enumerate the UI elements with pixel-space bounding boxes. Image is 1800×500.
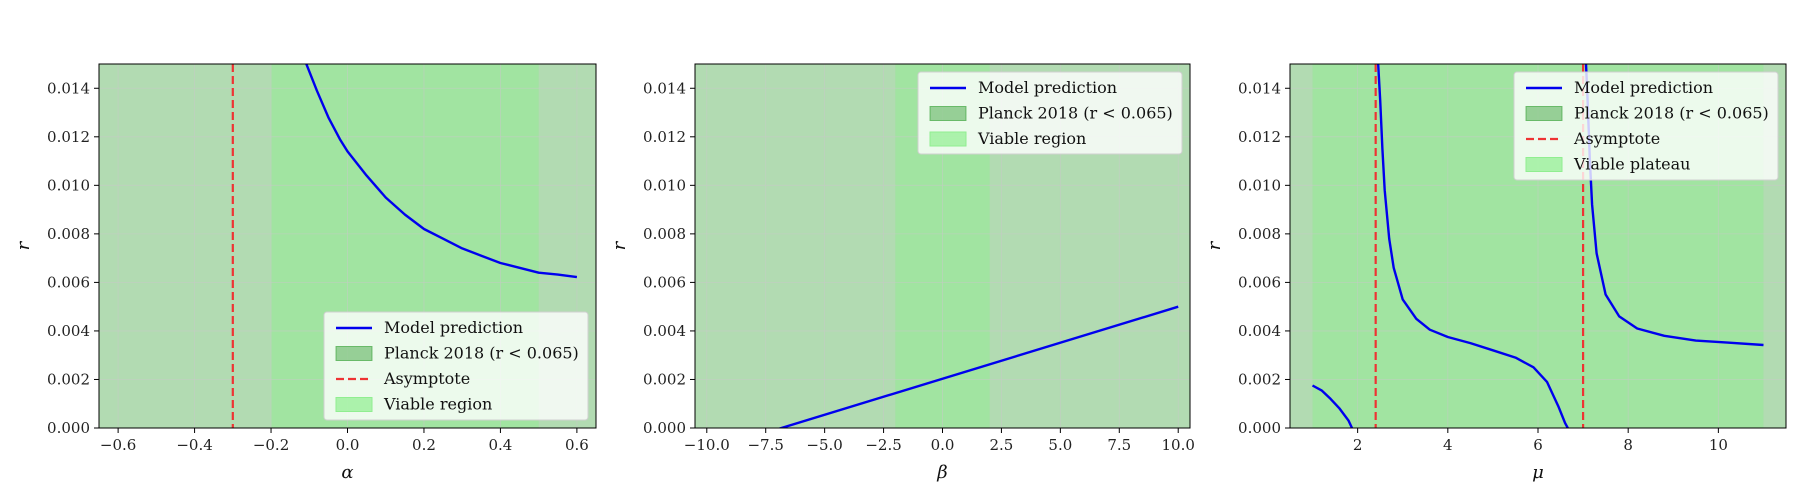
y-tick-label: 0.000 xyxy=(47,419,90,437)
y-tick-label: 0.010 xyxy=(643,176,686,194)
x-tick-label: 10.0 xyxy=(1162,436,1195,454)
legend-planck-swatch xyxy=(1525,106,1563,121)
legend-viable-swatch xyxy=(929,131,967,147)
plot-area xyxy=(99,64,596,428)
y-tick-label: 0.010 xyxy=(47,176,90,194)
y-tick-label: 0.004 xyxy=(47,322,90,340)
x-tick-label: 0.2 xyxy=(412,436,436,454)
y-tick-label: 0.014 xyxy=(47,79,90,97)
y-tick-label: 0.008 xyxy=(47,225,90,243)
legend: Model prediction Planck 2018 (r < 0.065) V… xyxy=(917,71,1183,155)
legend: Model prediction Planck 2018 (r < 0.065) A… xyxy=(323,311,589,421)
x-axis-label: α xyxy=(341,462,353,483)
x-tick-label: 0.6 xyxy=(565,436,589,454)
x-tick-label: −10.0 xyxy=(684,436,730,454)
x-tick-label: −0.6 xyxy=(100,436,136,454)
x-axis-label: μ xyxy=(1532,462,1544,483)
legend-box xyxy=(323,311,589,421)
legend-label: Asymptote xyxy=(1573,129,1660,148)
model-prediction-line xyxy=(305,64,578,279)
x-tick-label: 0.0 xyxy=(931,436,955,454)
legend-planck-swatch xyxy=(929,106,967,121)
y-tick-label: 0.000 xyxy=(1238,419,1281,437)
y-axis-label: r xyxy=(609,240,630,250)
legend-box xyxy=(1513,71,1779,181)
x-tick-label: 7.5 xyxy=(1107,436,1131,454)
x-tick-label: −2.5 xyxy=(865,436,901,454)
y-tick-label: 0.014 xyxy=(1238,79,1281,97)
y-tick-label: 0.008 xyxy=(643,225,686,243)
x-tick-label: −0.4 xyxy=(176,436,212,454)
legend: Model prediction Planck 2018 (r < 0.065) A… xyxy=(1513,71,1779,181)
y-tick-label: 0.012 xyxy=(643,128,686,146)
legend-label: Viable plateau xyxy=(1573,155,1690,174)
panel-2: −10.0 −7.5 −5.0 −2.5 0.0 2.5 5.0 7.5 10.0 0.000 0.… xyxy=(609,63,1195,483)
legend-label: Asymptote xyxy=(383,369,470,388)
x-tick-label: 8 xyxy=(1623,436,1633,454)
y-tick-label: 0.014 xyxy=(643,79,686,97)
y-tick-label: 0.004 xyxy=(1238,322,1281,340)
legend-label: Planck 2018 (r < 0.065) xyxy=(978,104,1173,123)
y-tick-label: 0.010 xyxy=(1238,176,1281,194)
y-axis-label: r xyxy=(13,240,34,250)
legend-label: Planck 2018 (r < 0.065) xyxy=(1574,104,1769,123)
legend-viable-swatch xyxy=(1525,157,1563,172)
y-tick-label: 0.006 xyxy=(643,273,686,291)
model-prediction-line xyxy=(1311,384,1354,428)
x-tick-label: −0.2 xyxy=(253,436,289,454)
legend-box xyxy=(917,71,1183,155)
x-tick-label: 5.0 xyxy=(1048,436,1072,454)
y-axis-label: r xyxy=(1204,240,1225,250)
legend-label: Viable region xyxy=(977,129,1086,148)
x-tick-label: 0.0 xyxy=(336,436,360,454)
y-tick-label: 0.002 xyxy=(643,370,686,388)
legend-label: Viable region xyxy=(383,395,492,414)
y-tick-label: 0.002 xyxy=(47,370,90,388)
y-tick-label: 0.012 xyxy=(47,128,90,146)
y-tick-label: 0.006 xyxy=(1238,273,1281,291)
x-tick-label: 2 xyxy=(1353,436,1363,454)
legend-label: Planck 2018 (r < 0.065) xyxy=(384,344,579,363)
y-tick-label: 0.000 xyxy=(643,419,686,437)
panel-1: −0.6 −0.4 −0.2 0.0 0.2 0.4 0.6 0.000 0.002 0.004 0… xyxy=(13,63,597,483)
legend-viable-swatch xyxy=(335,397,373,412)
x-axis-label: β xyxy=(936,462,947,483)
y-tick-label: 0.004 xyxy=(643,322,686,340)
x-tick-label: 10 xyxy=(1709,436,1728,454)
model-prediction-line xyxy=(777,305,1179,428)
y-tick-label: 0.012 xyxy=(1238,128,1281,146)
model-prediction-line xyxy=(1376,64,1570,428)
x-tick-label: −7.5 xyxy=(747,436,783,454)
legend-label: Model prediction xyxy=(384,318,523,337)
y-tick-label: 0.006 xyxy=(47,273,90,291)
legend-label: Model prediction xyxy=(978,78,1117,97)
y-tick-label: 0.002 xyxy=(1238,370,1281,388)
y-tick-label: 0.008 xyxy=(1238,225,1281,243)
x-tick-label: 6 xyxy=(1533,436,1543,454)
legend-label: Model prediction xyxy=(1574,78,1713,97)
x-tick-label: 2.5 xyxy=(989,436,1013,454)
legend-planck-swatch xyxy=(335,346,373,361)
x-tick-label: 4 xyxy=(1443,436,1453,454)
panel-3: 2 4 6 8 10 0.000 0.002 0.004 0.006 0.008 0.010 0.01… xyxy=(1204,63,1787,483)
x-tick-label: 0.4 xyxy=(488,436,512,454)
x-tick-label: −5.0 xyxy=(806,436,842,454)
